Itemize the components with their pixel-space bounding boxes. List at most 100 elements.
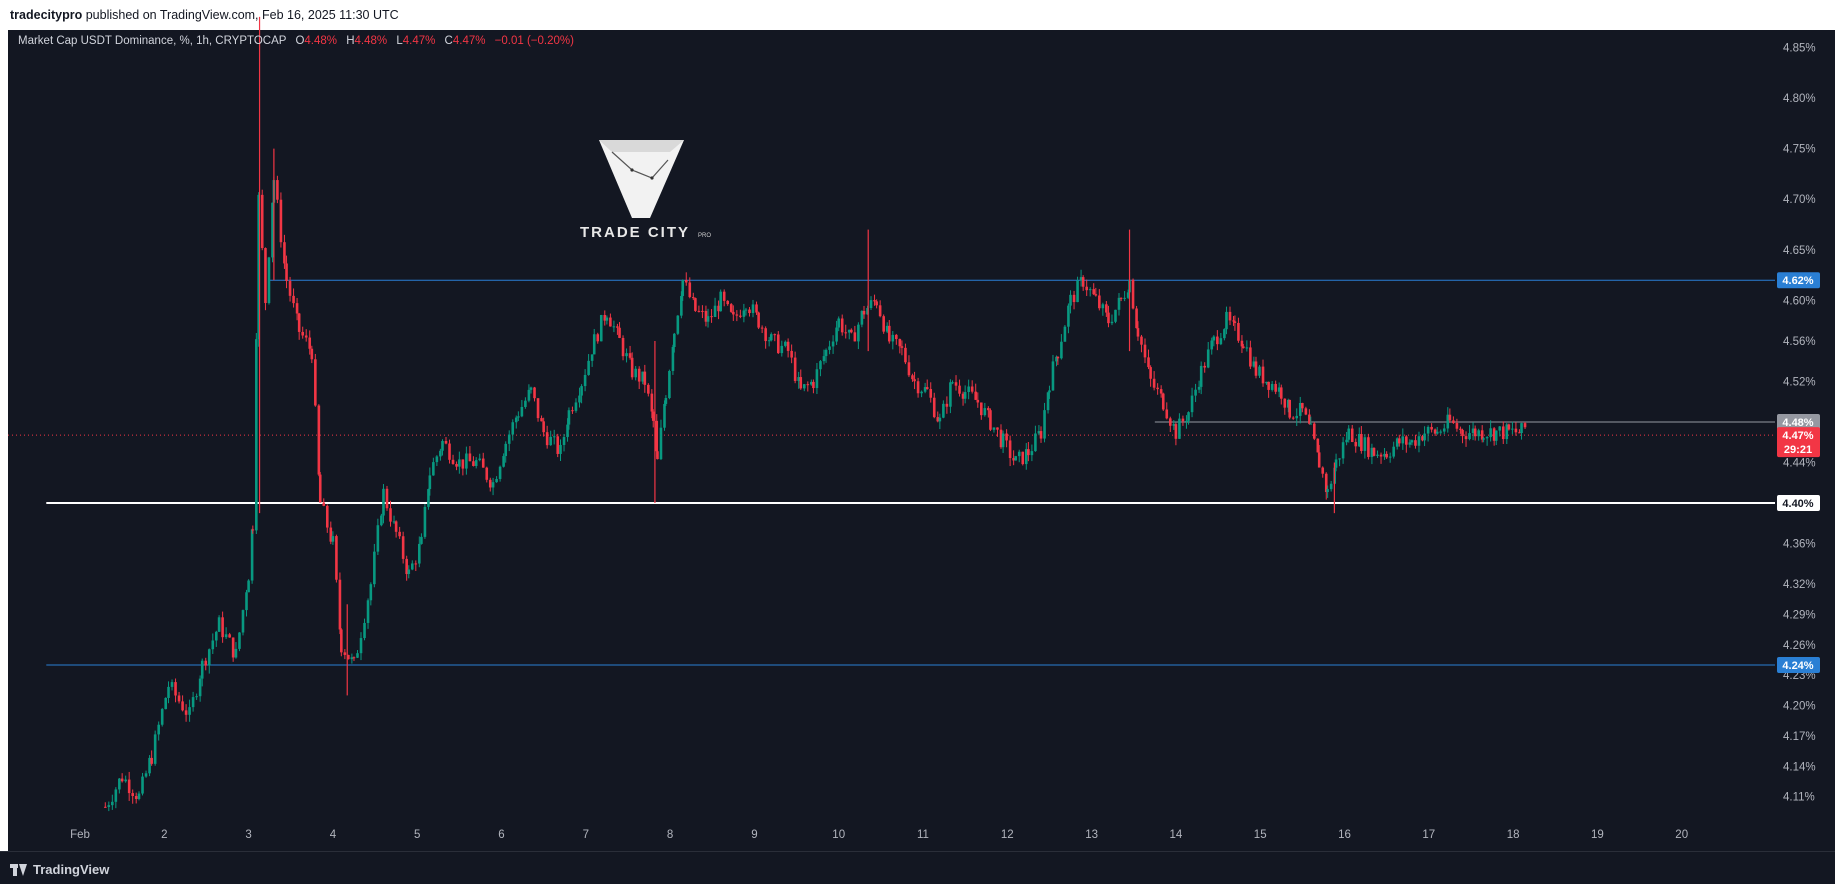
candle-body [498,466,502,479]
candle-body [1468,433,1471,440]
chart-pane[interactable] [8,30,1835,851]
candle-body [488,479,492,488]
high-value: 4.48% [354,35,388,47]
candle-body [461,459,465,469]
candle-body [963,392,967,399]
candle-body [1228,311,1232,321]
candle-body [562,437,566,445]
candle-body [680,296,683,316]
candle-body [616,326,619,328]
x-tick-label: 2 [161,829,167,841]
candle-body [1367,437,1370,457]
y-tick-label: 4.70% [1783,194,1816,206]
candle-body [1482,438,1485,440]
candle-body [980,402,983,416]
candle-body [221,617,224,638]
candle-body [444,440,448,444]
y-tick-label: 4.52% [1783,376,1816,388]
horizontal-levels[interactable] [8,279,1775,666]
candle-body [427,489,430,507]
candle-body [647,384,650,394]
x-tick-label: 17 [1422,829,1435,841]
candle-body [1277,387,1281,392]
candle-body [799,377,803,389]
footer-bar: TradingView [0,851,1835,884]
level-badge-label: 4.24% [1782,660,1813,672]
price-chart[interactable]: TRADE CITY PRO 4.85% 4.80% 4.75% 4.70% 4.65%… [0,0,1835,851]
candle-body [1014,456,1018,461]
candle-body [352,657,356,659]
candle-body [517,416,520,418]
time-axis[interactable]: Feb 2 3 4 5 6 7 8 9 10 11 12 13 14 15 16 17 18 19 20 [70,829,1688,841]
candle-body [628,353,632,358]
candle-body [1350,428,1354,442]
level-badge-label: 4.40% [1782,498,1813,510]
candle-body [1426,426,1430,434]
candle-body [382,488,385,516]
candle-body [423,506,427,537]
price-axis[interactable]: 4.85% 4.80% 4.75% 4.70% 4.65% 4.60% 4.56% 4.52%… [1783,42,1816,803]
candle-body [974,391,977,400]
candle-body [1051,361,1055,391]
level-badge [1777,495,1820,512]
candle-body [1514,428,1518,433]
candle-body [1341,442,1345,459]
candle-body [1392,446,1395,457]
candle-body [1507,424,1511,430]
candle-body [840,318,844,333]
candle-body [970,386,974,392]
candle-body [612,326,616,328]
candle-body [945,403,949,407]
candle-body [181,701,184,711]
candle-body [188,707,191,715]
candle-body [356,653,359,658]
candle-body [1321,467,1325,474]
candle-body [127,779,131,794]
candle-body [1039,431,1043,439]
level-badge [1777,657,1820,674]
candle-body [1448,414,1452,421]
candle-body [992,427,996,430]
candle-body [107,805,111,807]
y-tick-label: 4.29% [1783,609,1816,621]
candle-body [308,337,312,349]
candle-body [828,346,831,350]
candle-body [583,374,587,387]
y-tick-label: 4.14% [1783,761,1816,773]
candle-body [1304,408,1308,415]
candle-body [1489,428,1492,438]
candle-body [757,312,760,328]
candle-body [1334,459,1338,468]
candle-body [389,508,392,522]
candle-body [376,525,380,552]
candle-body [556,436,560,454]
candle-body [200,660,204,679]
candle-body [793,357,797,381]
x-tick-label: 8 [667,829,673,841]
candle-body [1027,449,1030,456]
candle-body [1261,366,1265,384]
candle-body [999,429,1003,448]
candle-body [1088,289,1092,291]
symbol-title[interactable]: Market Cap USDT Dominance, %, 1h, CRYPTO… [18,35,287,47]
candle-body [784,341,787,346]
candle-body [540,418,543,422]
tradingview-logo[interactable]: TradingView [10,862,109,877]
candle-body [264,248,267,304]
candle-body [1430,426,1433,430]
publisher-name[interactable]: tradecitypro [10,8,83,22]
symbol-legend: Market Cap USDT Dominance, %, 1h, CRYPTO… [18,35,574,47]
level-badge-label: 4.62% [1782,275,1813,287]
candle-body [878,305,882,317]
candle-body [458,459,461,467]
x-tick-label: 16 [1338,829,1351,841]
candle-body [819,361,822,370]
candle-body [1098,295,1101,309]
candle-body [157,724,160,735]
x-tick-label: 11 [917,829,929,841]
candle-body [343,652,347,655]
x-tick-label: 7 [583,829,589,841]
candle-body [637,368,641,382]
candle-body [331,536,335,542]
candle-body [567,410,571,425]
